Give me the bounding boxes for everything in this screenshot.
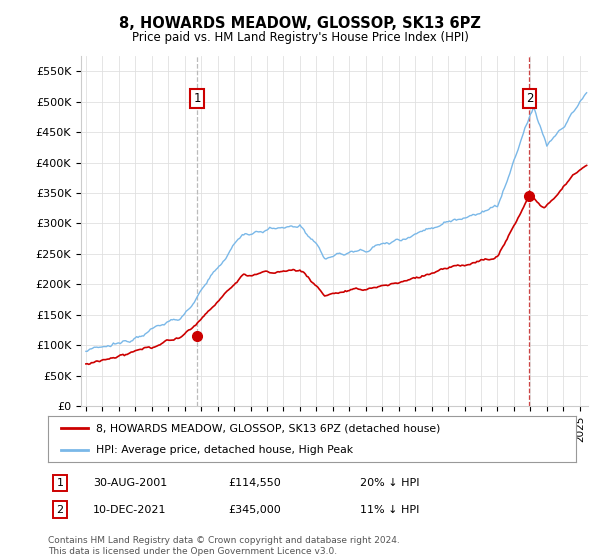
Text: 1: 1	[56, 478, 64, 488]
Text: 2: 2	[56, 505, 64, 515]
Text: 30-AUG-2001: 30-AUG-2001	[93, 478, 167, 488]
Text: 10-DEC-2021: 10-DEC-2021	[93, 505, 167, 515]
Text: HPI: Average price, detached house, High Peak: HPI: Average price, detached house, High…	[95, 445, 353, 455]
Text: 1: 1	[193, 92, 201, 105]
Text: 2: 2	[526, 92, 533, 105]
Text: £114,550: £114,550	[228, 478, 281, 488]
Text: Contains HM Land Registry data © Crown copyright and database right 2024.
This d: Contains HM Land Registry data © Crown c…	[48, 536, 400, 556]
Text: Price paid vs. HM Land Registry's House Price Index (HPI): Price paid vs. HM Land Registry's House …	[131, 31, 469, 44]
Text: 20% ↓ HPI: 20% ↓ HPI	[360, 478, 419, 488]
Text: 11% ↓ HPI: 11% ↓ HPI	[360, 505, 419, 515]
Text: £345,000: £345,000	[228, 505, 281, 515]
Text: 8, HOWARDS MEADOW, GLOSSOP, SK13 6PZ (detached house): 8, HOWARDS MEADOW, GLOSSOP, SK13 6PZ (de…	[95, 423, 440, 433]
Text: 8, HOWARDS MEADOW, GLOSSOP, SK13 6PZ: 8, HOWARDS MEADOW, GLOSSOP, SK13 6PZ	[119, 16, 481, 31]
